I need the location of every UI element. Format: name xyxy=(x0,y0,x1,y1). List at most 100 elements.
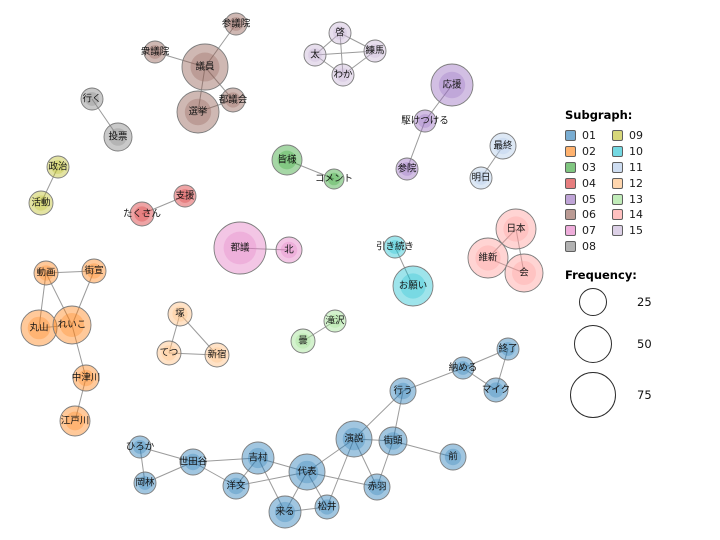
node-label: 来る xyxy=(275,507,294,518)
graph-node[interactable]: 応援 xyxy=(430,63,474,107)
node-circle-inner xyxy=(456,361,470,375)
legend-panel: Subgraph: 01 02 03 04 05 06 07 08 09 10 11 12 13 14 15… xyxy=(563,108,718,427)
node-circle-outer xyxy=(303,43,327,67)
graph-node[interactable]: マイク xyxy=(482,377,510,403)
graph-node[interactable]: 会 xyxy=(504,253,544,293)
graph-node[interactable]: 終了 xyxy=(496,337,520,361)
graph-node[interactable]: 中津川 xyxy=(72,364,101,392)
node-circle-inner xyxy=(444,448,462,466)
graph-node[interactable]: 塚 xyxy=(167,301,193,327)
graph-node[interactable]: 政治 xyxy=(46,155,70,179)
graph-node[interactable]: 滝沢 xyxy=(323,309,347,333)
node-label: 練馬 xyxy=(365,45,384,57)
node-circle-inner xyxy=(494,137,512,155)
legend-item-label: 09 xyxy=(629,129,643,143)
graph-node[interactable]: 動画 xyxy=(33,260,59,286)
graph-node[interactable]: 来る xyxy=(268,495,302,529)
graph-node[interactable]: 活動 xyxy=(28,190,54,216)
graph-node[interactable]: 新宿 xyxy=(204,342,230,368)
legend-item-07: 07 xyxy=(565,223,596,239)
graph-node[interactable]: 赤羽 xyxy=(363,473,391,501)
graph-node[interactable]: 行う xyxy=(389,377,417,405)
node-label: 応援 xyxy=(442,79,462,91)
graph-node[interactable]: ひろか xyxy=(126,435,155,459)
graph-node[interactable]: 皆様 xyxy=(271,144,303,176)
graph-node[interactable]: 啓 xyxy=(328,21,352,45)
graph-node[interactable]: 明日 xyxy=(469,166,493,190)
graph-node[interactable]: 都議会 xyxy=(219,87,248,113)
legend-item-label: 14 xyxy=(629,208,643,222)
graph-node[interactable]: 衆議院 xyxy=(141,40,170,64)
legend-swatch xyxy=(612,146,623,158)
graph-node[interactable]: 北 xyxy=(275,236,303,264)
graph-node[interactable]: 洋文 xyxy=(222,472,250,500)
graph-node[interactable]: たくさん xyxy=(123,201,161,227)
graph-node[interactable]: 街宣 xyxy=(81,258,107,284)
node-label: 都議会 xyxy=(219,94,248,106)
graph-node[interactable]: 演説 xyxy=(335,420,373,458)
graph-node[interactable]: 太 xyxy=(303,43,327,67)
node-circle-outer xyxy=(328,21,352,45)
node-circle-inner xyxy=(342,427,366,451)
graph-edge xyxy=(168,352,218,356)
node-circle-outer xyxy=(176,90,220,134)
graph-node[interactable]: 江戸川 xyxy=(59,405,91,437)
graph-node[interactable]: 支援 xyxy=(173,184,197,208)
graph-node[interactable]: 世田谷 xyxy=(179,448,208,476)
legend-item-10: 10 xyxy=(612,144,643,160)
graph-node[interactable]: 駆けつける xyxy=(401,109,449,133)
graph-node[interactable]: 日本 xyxy=(495,208,537,250)
node-circle-inner xyxy=(27,316,51,340)
graph-node[interactable]: 選挙 xyxy=(176,90,220,134)
graph-node[interactable]: わか xyxy=(331,63,355,87)
graph-node[interactable]: コメント xyxy=(315,168,353,190)
graph-node[interactable]: 参議院 xyxy=(222,12,251,36)
graph-node[interactable]: 都議 xyxy=(213,221,267,275)
node-circle-inner xyxy=(172,306,188,322)
graph-node[interactable]: 参院 xyxy=(395,157,419,181)
graph-node[interactable]: 丸山 xyxy=(20,309,58,347)
node-label: 最終 xyxy=(493,140,513,152)
legend-item-04: 04 xyxy=(565,175,596,191)
graph-edge xyxy=(302,320,336,342)
graph-node[interactable]: てつ xyxy=(156,340,182,366)
graph-node[interactable]: 代表 xyxy=(288,453,326,491)
legend-item-label: 04 xyxy=(582,176,596,190)
legend-item-03: 03 xyxy=(565,160,596,176)
node-circle-inner xyxy=(77,369,95,387)
graph-edge xyxy=(204,23,237,68)
graph-node[interactable]: 街頭 xyxy=(378,426,408,456)
node-circle-inner xyxy=(225,92,241,108)
graph-edge xyxy=(40,166,59,204)
graph-edge xyxy=(394,246,414,287)
graph-node[interactable]: お願い xyxy=(392,265,434,307)
graph-node[interactable]: 前 xyxy=(439,443,467,471)
graph-edge xyxy=(314,54,344,76)
legend-subgraph-list: 01 02 03 04 05 06 07 08 09 10 11 12 13 14 15 xyxy=(565,128,643,254)
graph-node[interactable]: 引き続き xyxy=(376,235,414,259)
graph-node[interactable]: 練馬 xyxy=(363,39,387,63)
graph-node[interactable]: 維新 xyxy=(467,237,509,279)
node-circle-outer xyxy=(413,109,437,133)
node-circle-inner xyxy=(400,162,414,176)
legend-swatch xyxy=(612,209,623,221)
graph-node[interactable]: 岡林 xyxy=(133,471,157,495)
graph-edge xyxy=(353,438,378,488)
graph-node[interactable]: れいこ xyxy=(52,305,92,345)
node-label: 吉村 xyxy=(248,452,268,464)
graph-node[interactable]: 松井 xyxy=(314,494,340,520)
node-label: 参議院 xyxy=(222,18,251,30)
graph-node[interactable]: 曇 xyxy=(290,328,316,354)
graph-node[interactable]: 投票 xyxy=(103,122,133,152)
graph-node[interactable]: 最終 xyxy=(489,132,517,160)
graph-node[interactable]: 議員 xyxy=(181,43,229,91)
graph-edge xyxy=(71,270,95,326)
graph-node[interactable]: 納める xyxy=(449,356,478,380)
node-circle-outer xyxy=(363,473,391,501)
graph-edge xyxy=(257,457,308,473)
graph-node[interactable]: 行く xyxy=(80,87,104,111)
graph-node[interactable]: 吉村 xyxy=(241,441,275,475)
legend-swatch xyxy=(612,130,623,142)
node-circle-outer xyxy=(469,166,493,190)
